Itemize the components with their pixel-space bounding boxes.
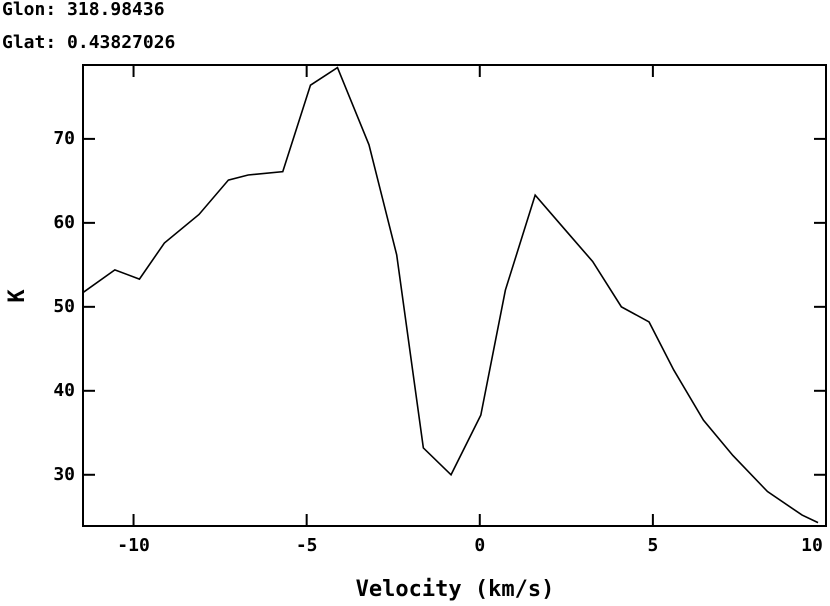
x-tick-label: 10: [801, 535, 823, 556]
y-axis-label: K: [5, 289, 30, 303]
spectrum-line: [82, 66, 819, 524]
plot-frame: [82, 64, 827, 527]
x-tick-label: -5: [296, 535, 318, 556]
glon: Glon: 318.98436: [2, 0, 165, 20]
x-tick-label: 0: [474, 535, 485, 556]
y-tick-label: 50: [53, 296, 75, 317]
y-tick-label: 60: [53, 212, 75, 233]
y-tick-label: 30: [53, 464, 75, 485]
glat: Glat: 0.43827026: [2, 32, 175, 53]
x-axis-label: Velocity (km/s): [356, 577, 555, 602]
y-tick-label: 70: [53, 128, 75, 149]
y-tick-label: 40: [53, 380, 75, 401]
x-tick-label: 5: [647, 535, 658, 556]
x-tick-label: -10: [117, 535, 150, 556]
